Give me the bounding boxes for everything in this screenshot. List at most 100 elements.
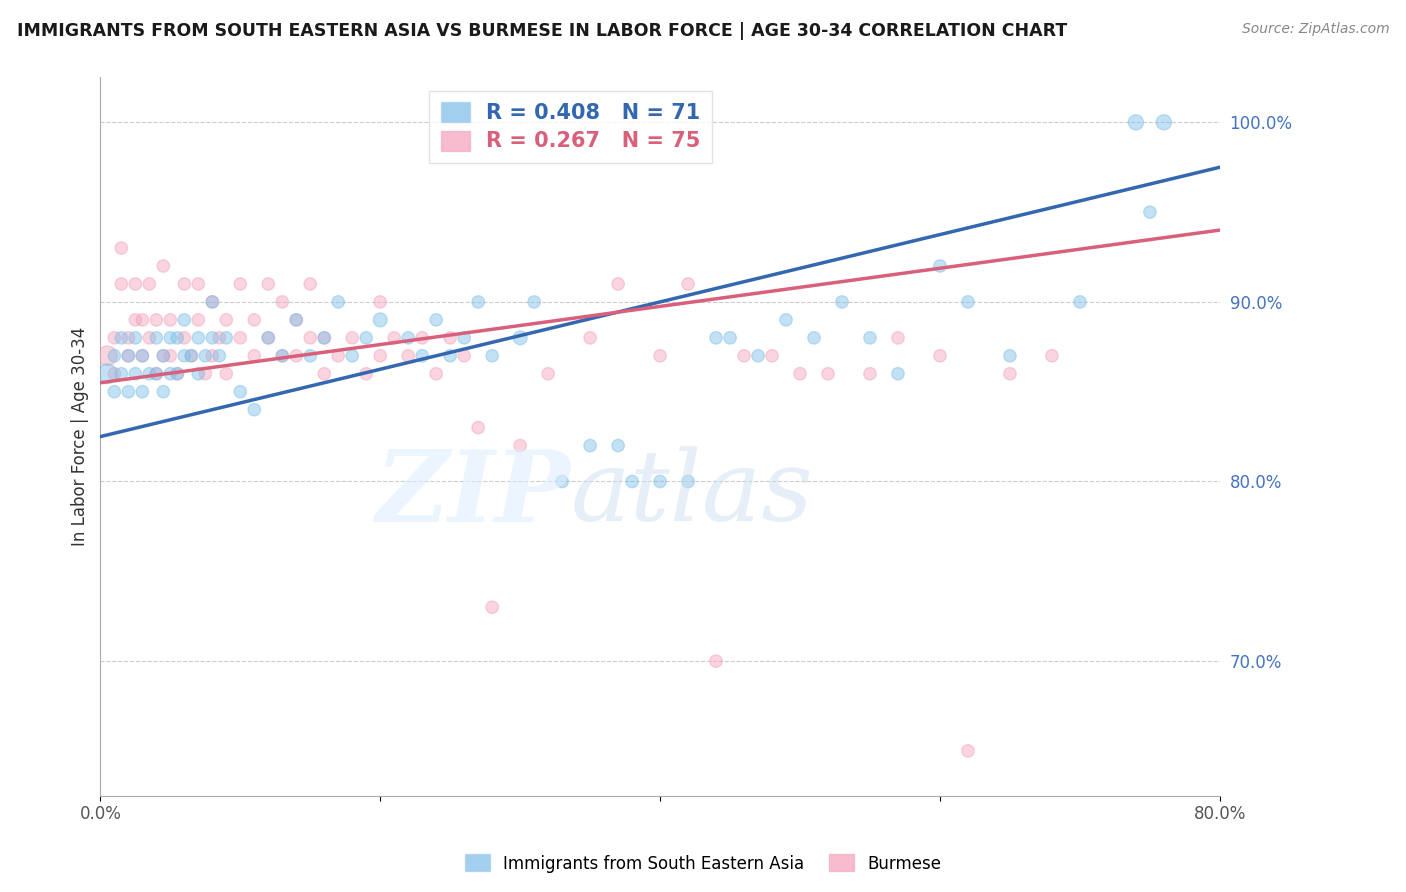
Point — [579, 331, 602, 345]
Point — [1125, 115, 1147, 129]
Point — [285, 349, 308, 363]
Point — [103, 331, 125, 345]
Point — [131, 349, 153, 363]
Point — [998, 367, 1021, 381]
Point — [579, 439, 602, 453]
Point — [817, 367, 839, 381]
Point — [453, 331, 475, 345]
Point — [110, 331, 132, 345]
Point — [96, 367, 118, 381]
Point — [215, 331, 238, 345]
Point — [271, 349, 294, 363]
Point — [285, 313, 308, 327]
Point — [411, 331, 433, 345]
Point — [124, 367, 146, 381]
Point — [328, 294, 350, 309]
Point — [243, 402, 266, 417]
Point — [117, 331, 139, 345]
Point — [704, 654, 727, 668]
Point — [187, 313, 209, 327]
Point — [271, 294, 294, 309]
Point — [425, 367, 447, 381]
Point — [166, 367, 188, 381]
Point — [173, 331, 195, 345]
Point — [103, 367, 125, 381]
Point — [761, 349, 783, 363]
Point — [551, 475, 574, 489]
Point — [271, 349, 294, 363]
Point — [733, 349, 755, 363]
Point — [257, 277, 280, 291]
Point — [285, 313, 308, 327]
Point — [201, 294, 224, 309]
Point — [396, 349, 419, 363]
Point — [1040, 349, 1063, 363]
Text: atlas: atlas — [571, 446, 813, 541]
Point — [152, 349, 174, 363]
Point — [208, 331, 231, 345]
Point — [382, 331, 405, 345]
Point — [396, 331, 419, 345]
Point — [523, 294, 546, 309]
Point — [1139, 205, 1161, 219]
Point — [607, 439, 630, 453]
Point — [368, 349, 391, 363]
Point — [328, 349, 350, 363]
Point — [166, 367, 188, 381]
Point — [439, 349, 461, 363]
Point — [194, 349, 217, 363]
Point — [621, 475, 644, 489]
Point — [481, 349, 503, 363]
Text: ZIP: ZIP — [375, 446, 571, 542]
Point — [187, 367, 209, 381]
Point — [187, 331, 209, 345]
Text: Source: ZipAtlas.com: Source: ZipAtlas.com — [1241, 22, 1389, 37]
Point — [201, 349, 224, 363]
Point — [243, 313, 266, 327]
Point — [201, 331, 224, 345]
Point — [314, 331, 336, 345]
Point — [956, 294, 979, 309]
Point — [131, 349, 153, 363]
Point — [117, 384, 139, 399]
Point — [124, 331, 146, 345]
Point — [607, 277, 630, 291]
Point — [152, 384, 174, 399]
Point — [173, 277, 195, 291]
Point — [257, 331, 280, 345]
Point — [208, 349, 231, 363]
Point — [859, 367, 882, 381]
Point — [354, 367, 377, 381]
Point — [152, 349, 174, 363]
Point — [124, 277, 146, 291]
Point — [411, 349, 433, 363]
Legend: R = 0.408   N = 71, R = 0.267   N = 75: R = 0.408 N = 71, R = 0.267 N = 75 — [429, 91, 711, 163]
Point — [187, 277, 209, 291]
Point — [117, 349, 139, 363]
Point — [775, 313, 797, 327]
Legend: Immigrants from South Eastern Asia, Burmese: Immigrants from South Eastern Asia, Burm… — [458, 847, 948, 880]
Point — [747, 349, 769, 363]
Point — [887, 331, 910, 345]
Point — [956, 744, 979, 758]
Point — [201, 294, 224, 309]
Point — [110, 277, 132, 291]
Point — [998, 349, 1021, 363]
Point — [159, 313, 181, 327]
Point — [467, 294, 489, 309]
Point — [676, 277, 699, 291]
Point — [354, 331, 377, 345]
Point — [314, 367, 336, 381]
Point — [831, 294, 853, 309]
Point — [145, 367, 167, 381]
Point — [803, 331, 825, 345]
Point — [704, 331, 727, 345]
Point — [215, 313, 238, 327]
Point — [229, 331, 252, 345]
Point — [173, 349, 195, 363]
Point — [299, 277, 322, 291]
Point — [166, 331, 188, 345]
Y-axis label: In Labor Force | Age 30-34: In Labor Force | Age 30-34 — [72, 327, 89, 546]
Point — [117, 349, 139, 363]
Point — [342, 349, 364, 363]
